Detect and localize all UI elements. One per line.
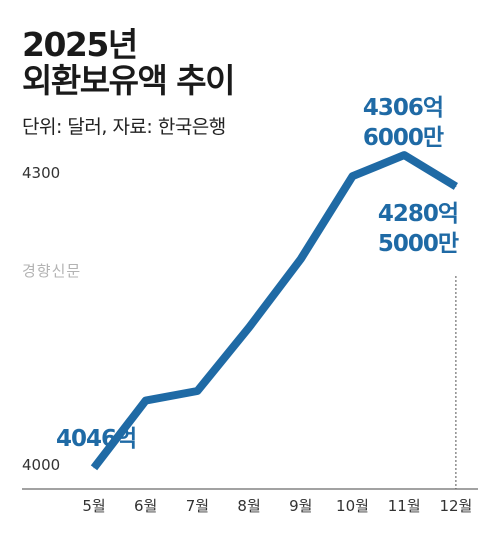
x-tick-label: 12월 (439, 497, 472, 515)
data-point (300, 258, 302, 260)
y-axis-ticks: 4000 4300 (22, 164, 60, 474)
data-label-11월: 6000만 (363, 125, 444, 151)
chart-title-year: 2025년 (22, 25, 138, 64)
x-axis-ticks: 5월 6월 7월 8월 9월 10월 11월 12월 (82, 497, 472, 515)
x-tick-label: 11월 (388, 497, 421, 515)
data-point (196, 390, 198, 392)
data-label-11월: 4306억 (363, 95, 443, 121)
x-tick-label: 8월 (237, 497, 260, 515)
y-tick-label-4300: 4300 (22, 164, 60, 182)
x-tick-label: 10월 (336, 497, 369, 515)
data-labels: 4046억 4306억 6000만 4280억 5000만 (56, 95, 460, 452)
x-tick-label: 6월 (134, 497, 157, 515)
data-label-12월: 4280억 (378, 201, 458, 227)
data-point (248, 326, 250, 328)
data-point (93, 467, 95, 469)
data-point (352, 175, 353, 177)
publisher-watermark: 경향신문 (22, 262, 82, 280)
chart-title-main: 외환보유액 추이 (22, 61, 236, 100)
data-label-5월: 4046억 (56, 426, 136, 452)
x-tick-label: 7월 (186, 497, 209, 515)
data-point (145, 400, 147, 402)
x-tick-label: 9월 (289, 497, 312, 515)
data-points (93, 154, 457, 469)
x-tick-label: 5월 (82, 497, 105, 515)
y-tick-label-4000: 4000 (22, 456, 60, 474)
unit-source-note: 단위: 달러, 자료: 한국은행 (22, 116, 226, 138)
data-label-12월: 5000만 (378, 231, 459, 257)
data-point (403, 154, 405, 156)
data-point (455, 185, 457, 187)
series-line (90, 151, 458, 471)
